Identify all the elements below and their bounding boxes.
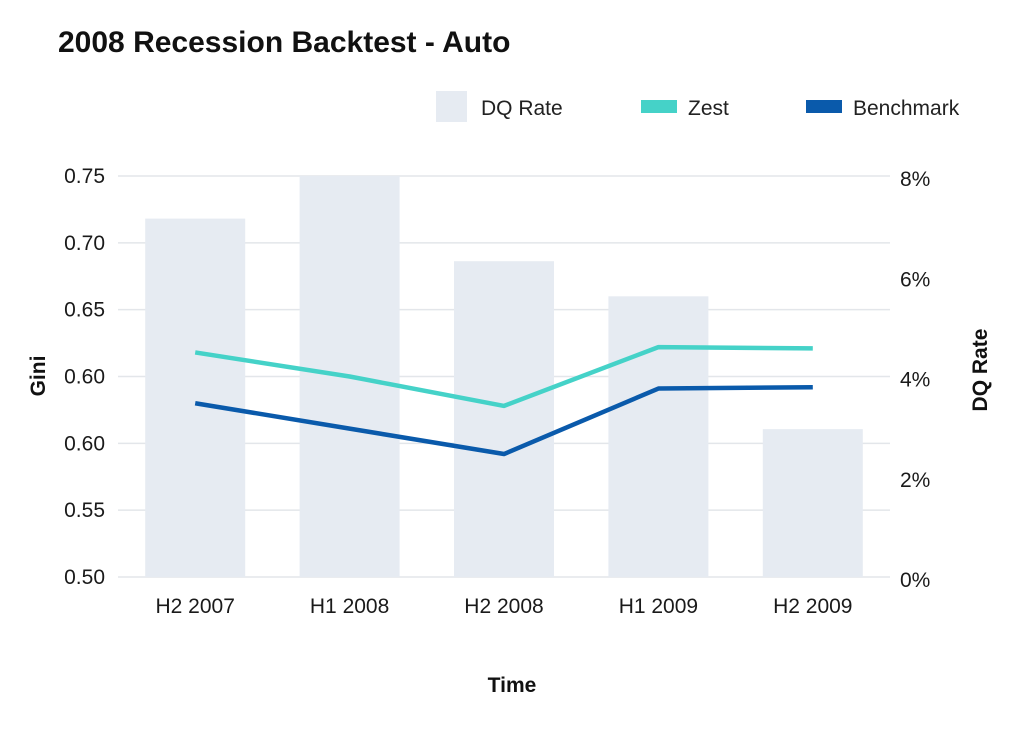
y-tick-label: 0.75 <box>64 165 105 188</box>
x-tick-label: H2 2008 <box>464 595 543 618</box>
dq-rate-bar <box>762 429 863 577</box>
dq-rate-bar <box>454 261 554 577</box>
legend-label: Benchmark <box>853 97 960 120</box>
benchmark-line <box>194 384 813 457</box>
y2-axis-title: DQ Rate <box>969 329 992 412</box>
legend-label: Zest <box>688 97 729 120</box>
y-tick-label: 0.65 <box>64 299 105 322</box>
legend-swatch <box>806 100 842 113</box>
dq-rate-bar <box>145 218 246 577</box>
legend-swatch <box>436 91 467 122</box>
y-tick-label: 0.55 <box>64 499 105 522</box>
x-tick-label: H1 2008 <box>310 595 389 618</box>
y2-tick-label: 4% <box>900 369 930 392</box>
y2-tick-label: 8% <box>900 168 930 191</box>
x-tick-label: H1 2009 <box>619 595 698 618</box>
x-axis-title: Time <box>488 674 537 697</box>
zest-line <box>194 344 813 409</box>
dq-rate-bar <box>608 296 709 577</box>
y2-tick-label: 2% <box>900 469 930 492</box>
x-tick-label: H2 2007 <box>155 595 234 618</box>
y-tick-label: 0.50 <box>64 566 105 589</box>
y-tick-label: 0.70 <box>64 232 105 255</box>
chart-title: 2008 Recession Backtest - Auto <box>58 26 511 59</box>
y-axis-title: Gini <box>27 356 50 397</box>
legend-swatch <box>641 100 677 113</box>
x-tick-label: H2 2009 <box>773 595 852 618</box>
legend-label: DQ Rate <box>481 97 563 120</box>
y2-tick-label: 6% <box>900 268 930 291</box>
y-tick-label: 0.60 <box>64 366 105 389</box>
y2-tick-label: 0% <box>900 569 930 592</box>
y-tick-label: 0.60 <box>64 432 105 455</box>
